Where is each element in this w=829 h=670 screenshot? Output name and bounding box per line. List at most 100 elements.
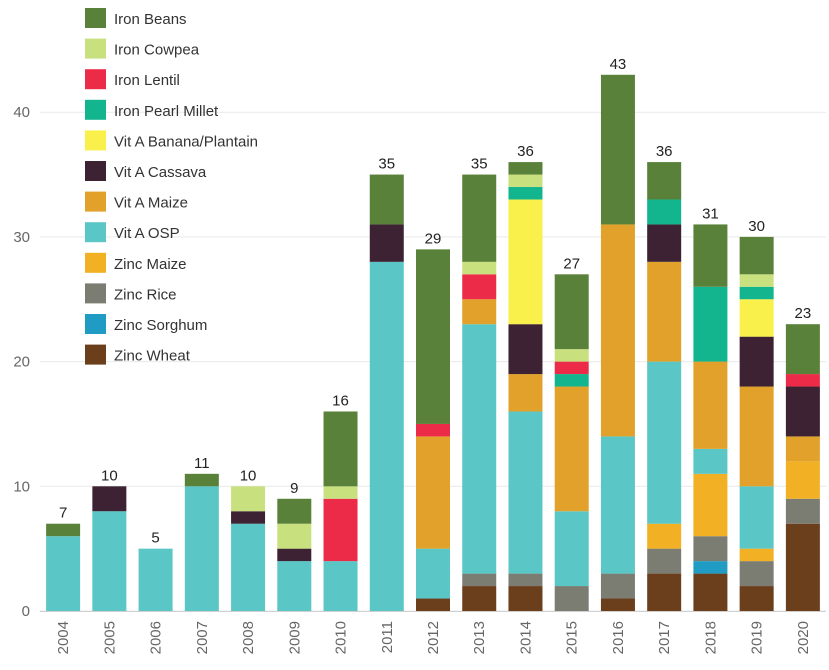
bar-segment (554, 586, 589, 611)
bar-total-label: 5 (151, 530, 159, 547)
bar-segment (462, 274, 497, 300)
bar-total-label: 7 (59, 505, 67, 522)
bar-segment (138, 548, 173, 611)
bar-segment (600, 436, 635, 574)
bar-segment (647, 162, 682, 200)
bar-total-label: 36 (517, 143, 534, 160)
bar-segment (92, 511, 127, 611)
bar-segment (785, 498, 820, 524)
bar-segment (785, 374, 820, 387)
legend-label: Iron Beans (114, 11, 187, 28)
x-tick-label: 2006 (148, 621, 165, 654)
bar-segment (416, 423, 450, 437)
bar-total-label: 10 (101, 467, 118, 484)
x-tick-label: 2019 (749, 621, 766, 654)
bar-total-label: 27 (563, 255, 580, 272)
legend-swatch (85, 191, 106, 212)
legend-label: Iron Cowpea (114, 42, 200, 59)
x-tick-label: 2007 (194, 621, 211, 654)
bar-total-label: 11 (194, 455, 210, 472)
bar-total-label: 36 (656, 143, 673, 160)
y-tick-label: 10 (13, 478, 30, 495)
bar-segment (693, 448, 728, 474)
bar-segment (693, 473, 728, 537)
y-tick-label: 30 (13, 229, 30, 246)
bar-segment (693, 561, 728, 574)
legend-swatch (85, 69, 106, 90)
bar-segment (231, 486, 266, 512)
x-tick-label: 2008 (240, 621, 257, 654)
bar-segment (462, 573, 497, 587)
legend-swatch (85, 161, 106, 181)
x-tick-label: 2018 (702, 621, 719, 654)
bar-segment (323, 411, 358, 487)
bar-segment (554, 386, 589, 512)
legend: Iron Beans Iron Cowpea Iron Lentil Iron Pea… (85, 8, 258, 365)
bar-segment (785, 436, 820, 462)
bar-segment (416, 548, 450, 599)
bar-segment (647, 261, 682, 362)
legend-swatch (85, 314, 106, 334)
bar-segment (46, 523, 81, 537)
legend-label: Vit A Banana/Plantain (114, 133, 258, 150)
bar-segment (184, 486, 219, 611)
bar-total-label: 23 (795, 305, 812, 322)
bar-segment (785, 523, 820, 611)
x-axis: 2004 2005 2006 2007 2008 2009 2010 2011 2012 2013… (40, 611, 826, 654)
bar-segment (600, 224, 635, 437)
bar-segment (554, 361, 589, 375)
bar-segment (277, 498, 312, 524)
bar-segment (693, 536, 728, 562)
y-tick-label: 20 (13, 354, 30, 371)
total-labels: 7 10 5 11 10 9 16 35 29 35 36 27 43 36 31 30 23 (59, 56, 811, 547)
x-tick-label: 2013 (471, 621, 488, 654)
bar-segment (508, 174, 543, 188)
bar-segment (647, 573, 682, 611)
bar-total-label: 43 (610, 56, 627, 73)
bar-segment (508, 187, 543, 200)
bar-segment (554, 349, 589, 362)
bar-segment (508, 411, 543, 574)
bar-segment (92, 486, 127, 512)
bar-segment (508, 324, 543, 375)
bar-segment (600, 74, 635, 225)
y-axis: 0 10 20 30 40 (13, 104, 30, 620)
bar-segment (647, 523, 682, 549)
y-tick-label: 0 (22, 603, 30, 620)
bar-total-label: 30 (748, 218, 765, 235)
bar-segment (739, 486, 774, 549)
x-tick-label: 2004 (55, 621, 72, 654)
bar-segment (739, 561, 774, 587)
legend-label: Zinc Sorghum (114, 317, 207, 334)
legend-label: Iron Lentil (114, 72, 180, 89)
bar-segment (508, 374, 543, 412)
legend-swatch (85, 99, 106, 120)
bar-segment (647, 224, 682, 262)
bar-total-label: 35 (471, 156, 488, 173)
x-tick-label: 2015 (564, 621, 581, 654)
bar-segment (693, 286, 728, 362)
bar-segment (647, 361, 682, 524)
bar-segment (785, 461, 820, 499)
bar-segment (277, 548, 312, 562)
x-tick-label: 2016 (610, 621, 627, 654)
legend-label: Zinc Maize (114, 256, 187, 273)
bar-segment (231, 523, 266, 611)
bar-segment (647, 199, 682, 225)
bar-total-label: 16 (332, 392, 349, 409)
bar-segment (323, 561, 358, 611)
bar-segment (277, 523, 312, 549)
bar-segment (462, 299, 497, 325)
bar-segment (416, 436, 450, 549)
bar-segment (739, 586, 774, 611)
bar-segment (508, 162, 543, 175)
bar-total-label: 9 (290, 480, 298, 497)
bar-segment (46, 536, 81, 611)
bar-segment (231, 511, 266, 524)
x-tick-label: 2017 (656, 621, 673, 654)
bar-segment (693, 573, 728, 611)
bar-total-label: 10 (240, 467, 257, 484)
bar-segment (323, 498, 358, 562)
legend-label: Vit A Cassava (114, 164, 207, 181)
legend-swatch (85, 8, 106, 28)
